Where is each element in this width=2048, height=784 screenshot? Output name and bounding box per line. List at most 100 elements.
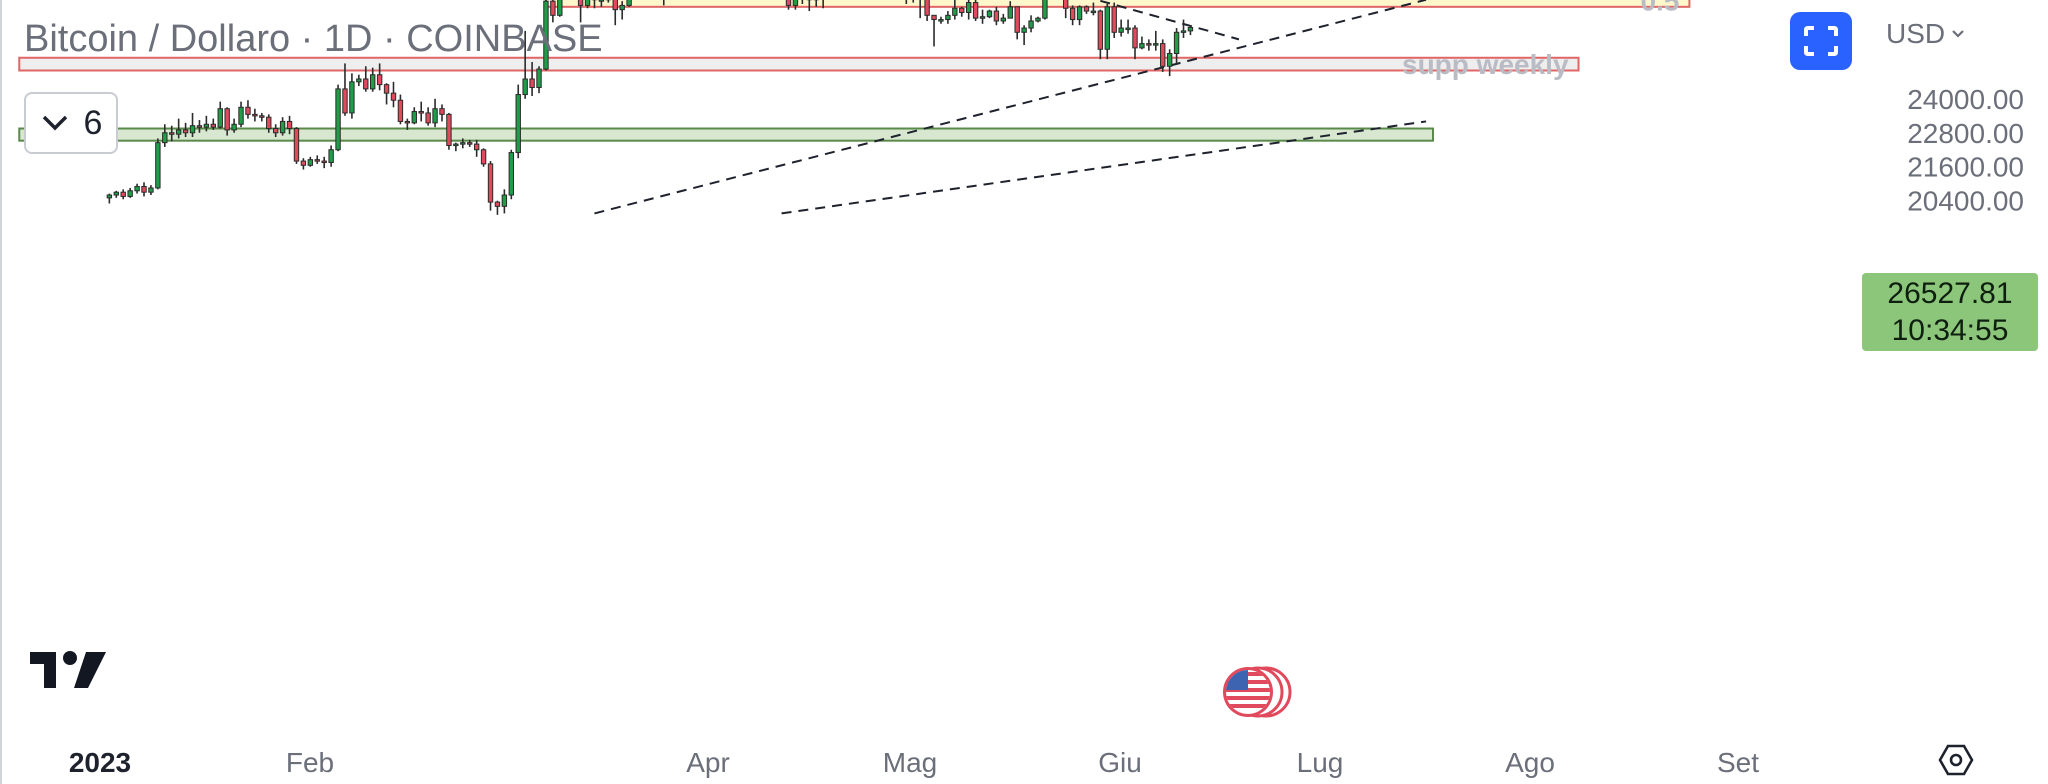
candle bbox=[1187, 25, 1194, 36]
candle-body bbox=[182, 129, 189, 134]
candle bbox=[612, 0, 618, 26]
collapse-indicators-button[interactable]: 6 bbox=[24, 92, 118, 154]
candle bbox=[196, 120, 203, 133]
candle bbox=[952, 0, 958, 20]
candle-body bbox=[1076, 6, 1083, 21]
candle-body bbox=[1146, 43, 1152, 46]
candle bbox=[993, 6, 1000, 26]
candle-body bbox=[1000, 17, 1007, 22]
candle-body bbox=[1139, 43, 1145, 49]
candle-body bbox=[141, 186, 147, 193]
candle bbox=[959, 6, 965, 17]
x-tick-label: Mag bbox=[883, 747, 937, 778]
trendline bbox=[594, 0, 1427, 215]
candle-body bbox=[134, 186, 140, 192]
candle bbox=[134, 183, 140, 194]
candle-body bbox=[314, 159, 320, 162]
candle bbox=[1063, 0, 1069, 19]
candle bbox=[370, 67, 376, 92]
tradingview-logo-icon[interactable] bbox=[28, 648, 108, 692]
candle-body bbox=[598, 0, 605, 2]
candle-body bbox=[155, 142, 161, 189]
x-axis[interactable]: 2023 Feb Apr Mag Giu Lug Ago Set bbox=[69, 747, 1759, 778]
candle bbox=[806, 0, 812, 12]
candle-body bbox=[203, 123, 210, 128]
candle-body bbox=[612, 0, 618, 11]
candle bbox=[550, 0, 556, 23]
candle bbox=[155, 138, 161, 190]
candle bbox=[175, 118, 182, 139]
fullscreen-button[interactable] bbox=[1790, 12, 1852, 70]
candle-body bbox=[959, 7, 965, 13]
candle-body bbox=[473, 143, 480, 151]
y-axis[interactable]: 30000.0028000.0024000.0022800.0021600.00… bbox=[1907, 0, 2024, 217]
candle bbox=[321, 156, 327, 169]
candle bbox=[813, 0, 819, 7]
candle bbox=[404, 118, 411, 130]
candle-body bbox=[1166, 53, 1173, 67]
candle bbox=[626, 0, 632, 7]
candle bbox=[189, 112, 196, 138]
candle-body bbox=[993, 10, 1000, 22]
candle bbox=[453, 142, 459, 152]
candle bbox=[467, 139, 473, 147]
candle bbox=[1125, 19, 1131, 34]
candle bbox=[446, 112, 452, 150]
currency-selector[interactable]: USD bbox=[1886, 18, 1965, 50]
candle bbox=[912, 0, 915, 3]
candle bbox=[494, 200, 501, 215]
candle bbox=[1028, 15, 1034, 33]
candle bbox=[480, 148, 487, 167]
candle bbox=[328, 145, 334, 167]
candle-body bbox=[515, 94, 521, 154]
candle bbox=[162, 124, 168, 147]
zone-box bbox=[18, 127, 1434, 142]
candle-body bbox=[252, 113, 258, 117]
candle bbox=[349, 73, 355, 119]
candle-body bbox=[328, 149, 334, 163]
candle bbox=[965, 0, 972, 20]
y-tick-label: 22800.00 bbox=[1907, 118, 2024, 149]
candle-body bbox=[1187, 26, 1194, 32]
candle-body bbox=[522, 78, 528, 96]
candle-body bbox=[370, 74, 376, 90]
candle bbox=[245, 100, 251, 119]
us-flag-event-icon[interactable] bbox=[1220, 664, 1292, 720]
candle-body bbox=[286, 120, 293, 130]
candle-body bbox=[529, 78, 535, 88]
candle-body bbox=[376, 74, 383, 86]
candle-body bbox=[127, 190, 133, 197]
settings-hexagon-icon[interactable] bbox=[1938, 742, 1974, 778]
last-price-value: 26527.81 bbox=[1887, 277, 2013, 310]
candle bbox=[1104, 3, 1110, 60]
candle-body bbox=[1090, 10, 1097, 14]
currency-label: USD bbox=[1886, 18, 1946, 49]
candle-body bbox=[439, 108, 445, 115]
candle bbox=[501, 189, 508, 214]
candle bbox=[577, 0, 584, 23]
candle-body bbox=[390, 92, 397, 101]
candle bbox=[919, 0, 921, 19]
candle bbox=[1021, 25, 1027, 46]
x-tick-label: Apr bbox=[686, 747, 730, 778]
candle bbox=[210, 118, 217, 130]
candle-body bbox=[501, 194, 508, 207]
y-tick-label: 21600.00 bbox=[1907, 152, 2024, 183]
candle bbox=[529, 62, 535, 96]
candle-body bbox=[1035, 17, 1041, 22]
candle bbox=[335, 84, 341, 152]
candle-body bbox=[169, 132, 175, 135]
candle bbox=[266, 114, 272, 133]
candle-body bbox=[1160, 43, 1166, 67]
candle-body bbox=[1021, 27, 1027, 33]
candle-body bbox=[279, 120, 286, 134]
candle-body bbox=[210, 123, 217, 128]
candle-body bbox=[1014, 6, 1020, 33]
candle bbox=[432, 98, 438, 128]
candle bbox=[141, 182, 147, 197]
candle bbox=[1097, 9, 1104, 60]
chevron-down-icon bbox=[42, 115, 67, 131]
bar-countdown: 10:34:55 bbox=[1891, 314, 2009, 347]
candle-body bbox=[432, 108, 438, 124]
